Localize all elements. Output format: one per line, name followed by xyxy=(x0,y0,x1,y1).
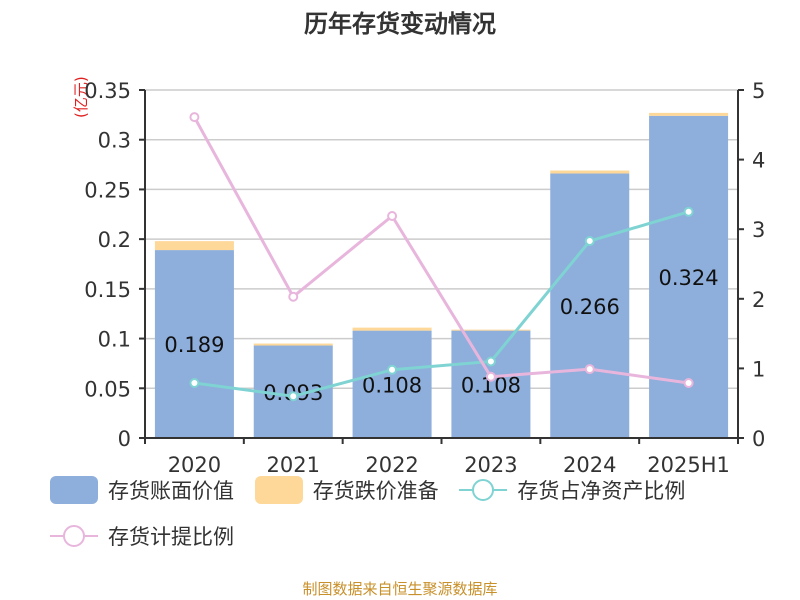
bar-provision xyxy=(649,112,729,116)
line-point-marker xyxy=(584,236,595,247)
book-value-swatch-icon xyxy=(50,476,98,504)
legend-item-provision-ratio[interactable]: 存货计提比例 xyxy=(50,518,234,554)
bar-provision xyxy=(451,329,531,331)
y2-tick-label: 5 xyxy=(752,79,765,103)
ratio-line-marker-icon xyxy=(459,476,508,504)
y-tick-label: 0.2 xyxy=(98,228,131,252)
x-tick-label: 2023 xyxy=(464,453,517,477)
bar-value-label: 0.108 xyxy=(362,373,422,397)
line-point-marker xyxy=(485,356,496,367)
bar-book-value xyxy=(550,173,630,438)
y2-tick-label: 0 xyxy=(752,427,765,451)
legend-item-ratio-net-assets[interactable]: 存货占净资产比例 xyxy=(459,472,685,508)
y-tick-label: 0.1 xyxy=(98,328,131,352)
line-point-marker xyxy=(288,291,299,302)
y-tick-label: 0.35 xyxy=(84,79,131,103)
x-tick-label: 2022 xyxy=(365,453,418,477)
legend-label: 存货占净资产比例 xyxy=(517,479,686,503)
bar-provision xyxy=(352,327,432,331)
provision-swatch-icon xyxy=(254,476,303,504)
line-point-marker xyxy=(683,378,694,389)
bar-book-value xyxy=(451,330,531,438)
line-point-marker xyxy=(485,371,496,382)
line-provision-ratio xyxy=(193,116,689,385)
x-tick-label: 2020 xyxy=(168,453,221,477)
bar-value-label: 0.266 xyxy=(560,295,620,319)
line-ratio-net-assets xyxy=(194,210,690,398)
y-tick-label: 0.15 xyxy=(84,278,131,302)
chart-legend: 存货账面价值 存货跌价准备 存货占净资产比例 存货计提比例 xyxy=(50,472,770,554)
x-tick-label: 2025H1 xyxy=(647,453,730,477)
bar-book-value xyxy=(154,250,234,438)
data-source-note: 制图数据来自恒生聚源数据库 xyxy=(302,580,498,598)
legend-item-provision[interactable]: 存货跌价准备 xyxy=(254,472,439,508)
bar-book-value xyxy=(352,330,432,438)
y2-tick-label: 2 xyxy=(752,288,765,312)
y-tick-label: 0.25 xyxy=(84,178,131,202)
legend-item-book-value[interactable]: 存货账面价值 xyxy=(50,472,234,508)
line-point-marker xyxy=(683,206,694,217)
bar-value-label: 0.189 xyxy=(164,333,224,357)
line-point-marker xyxy=(189,378,200,389)
legend-label: 存货账面价值 xyxy=(108,479,234,503)
bar-provision xyxy=(550,170,630,174)
y-tick-label: 0 xyxy=(118,427,131,451)
y2-tick-label: 4 xyxy=(752,149,765,173)
line-point-marker xyxy=(189,112,200,123)
chart-title: 历年存货变动情况 xyxy=(304,10,496,38)
line-point-marker xyxy=(584,364,595,375)
line-point-marker xyxy=(387,364,398,375)
y2-tick-label: 1 xyxy=(752,357,765,381)
y-tick-label: 0.3 xyxy=(98,129,131,153)
y-tick-label: 0.05 xyxy=(84,377,131,401)
bar-provision xyxy=(154,241,234,251)
provision-ratio-line-marker-icon xyxy=(50,522,98,550)
x-tick-label: 2021 xyxy=(267,453,320,477)
line-point-marker xyxy=(387,210,398,221)
legend-label: 存货跌价准备 xyxy=(312,479,439,503)
legend-label: 存货计提比例 xyxy=(108,525,234,549)
line-point-marker xyxy=(288,391,299,402)
y2-tick-label: 3 xyxy=(752,218,765,242)
x-tick-label: 2024 xyxy=(563,453,616,477)
bar-provision xyxy=(253,343,333,346)
bar-value-label: 0.324 xyxy=(659,266,719,290)
